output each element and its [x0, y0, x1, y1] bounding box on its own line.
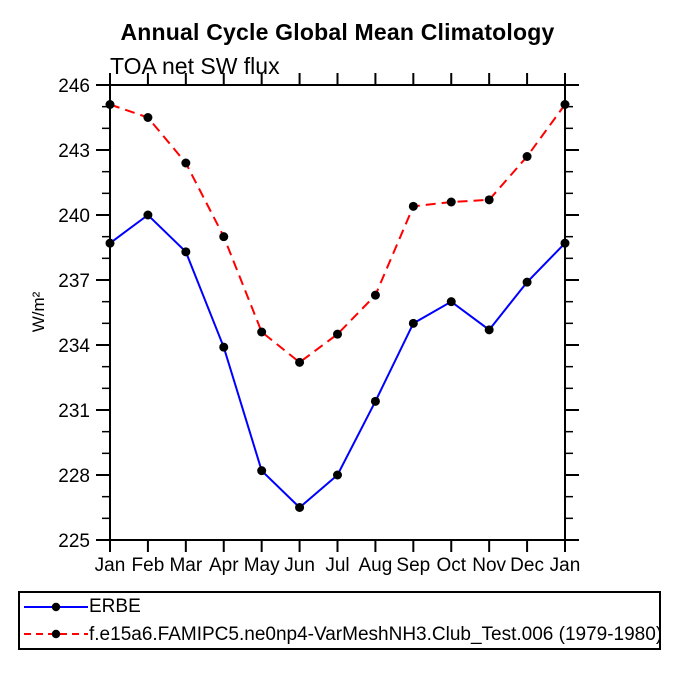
- y-tick-label: 240: [58, 206, 90, 227]
- data-point-marker: [446, 197, 456, 207]
- data-point-marker: [219, 342, 229, 352]
- data-point-marker: [446, 297, 456, 307]
- x-tick-label: Sep: [396, 555, 430, 576]
- data-point-marker: [257, 466, 267, 476]
- chart-title: Annual Cycle Global Mean Climatology: [120, 19, 555, 45]
- legend: ERBE f.e15a6.FAMIPC5.ne0np4-VarMeshNH3.C…: [18, 591, 663, 650]
- data-point-marker: [484, 325, 494, 335]
- legend-row-model: f.e15a6.FAMIPC5.ne0np4-VarMeshNH3.Club_T…: [23, 621, 663, 649]
- data-point-marker: [333, 329, 342, 339]
- chart-subtitle: TOA net SW flux: [110, 53, 280, 79]
- x-tick-label: Mar: [169, 555, 202, 576]
- data-point-marker: [105, 238, 115, 248]
- data-point-marker: [181, 247, 191, 257]
- x-tick-label: Oct: [436, 555, 466, 576]
- y-tick-label: 237: [58, 271, 90, 292]
- data-point-marker: [522, 277, 532, 287]
- x-tick-label: Jul: [325, 555, 349, 576]
- y-tick-label: 228: [58, 466, 90, 487]
- legend-line-sample-model: [24, 630, 88, 639]
- legend-line-sample-erbe: [24, 602, 88, 611]
- data-point-marker: [408, 201, 418, 211]
- data-point-marker: [105, 100, 115, 109]
- data-point-marker: [219, 232, 229, 242]
- data-point-marker: [295, 357, 305, 367]
- data-point-marker: [408, 318, 418, 328]
- data-point-marker: [560, 100, 570, 109]
- data-point-marker: [295, 503, 305, 512]
- data-point-marker: [143, 210, 153, 220]
- x-tick-label: Dec: [510, 555, 544, 576]
- data-point-marker: [181, 158, 191, 168]
- data-point-marker: [370, 396, 380, 406]
- y-tick-label: 234: [58, 336, 90, 357]
- series-line-1: [109, 103, 566, 364]
- data-point-marker: [257, 327, 267, 337]
- y-tick-label: 243: [58, 141, 90, 162]
- data-point-marker: [522, 152, 532, 161]
- x-tick-label: Jan: [550, 555, 581, 576]
- series-line-0: [109, 213, 566, 509]
- legend-label-erbe: ERBE: [89, 596, 141, 618]
- y-tick-label: 246: [58, 76, 90, 97]
- x-tick-label: Jan: [95, 555, 126, 576]
- y-tick-label: 231: [58, 401, 90, 422]
- legend-label-model: f.e15a6.FAMIPC5.ne0np4-VarMeshNH3.Club_T…: [89, 623, 663, 645]
- x-tick-label: Nov: [472, 555, 506, 576]
- data-point-marker: [560, 238, 570, 248]
- x-tick-label: May: [244, 555, 280, 576]
- x-tick-label: Apr: [209, 555, 239, 576]
- axis-frame: [109, 84, 566, 541]
- y-tick-label: 225: [58, 531, 90, 552]
- x-tick-label: Jun: [284, 555, 315, 576]
- data-point-marker: [333, 470, 342, 480]
- data-point-marker: [370, 290, 380, 300]
- data-point-marker: [143, 113, 153, 122]
- legend-row-erbe: ERBE: [23, 593, 659, 621]
- x-tick-label: Feb: [132, 555, 165, 576]
- x-tick-label: Aug: [359, 555, 393, 576]
- data-point-marker: [484, 195, 494, 205]
